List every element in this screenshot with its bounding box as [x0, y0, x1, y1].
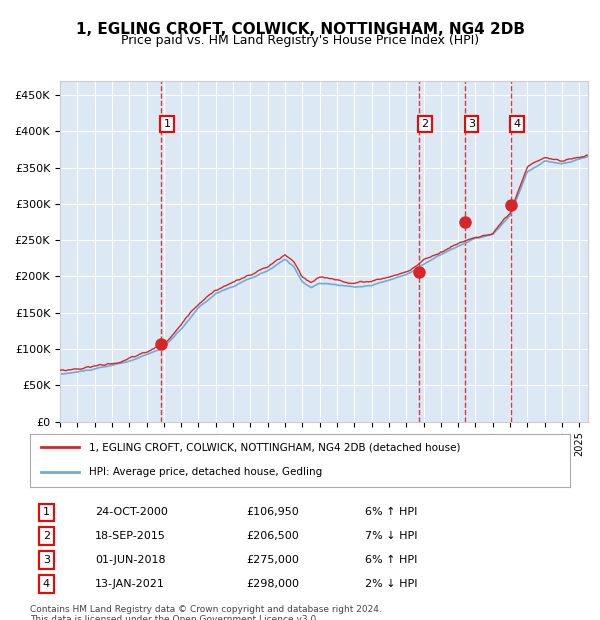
Text: HPI: Average price, detached house, Gedling: HPI: Average price, detached house, Gedl…	[89, 467, 323, 477]
Text: 4: 4	[514, 119, 521, 129]
Text: Price paid vs. HM Land Registry's House Price Index (HPI): Price paid vs. HM Land Registry's House …	[121, 34, 479, 47]
Text: 3: 3	[468, 119, 475, 129]
Text: 13-JAN-2021: 13-JAN-2021	[95, 579, 164, 589]
Text: 24-OCT-2000: 24-OCT-2000	[95, 507, 167, 518]
Text: 1, EGLING CROFT, COLWICK, NOTTINGHAM, NG4 2DB: 1, EGLING CROFT, COLWICK, NOTTINGHAM, NG…	[76, 22, 524, 37]
Text: 6% ↑ HPI: 6% ↑ HPI	[365, 507, 417, 518]
Text: 4: 4	[43, 579, 50, 589]
Text: £206,500: £206,500	[246, 531, 299, 541]
Text: 1: 1	[163, 119, 170, 129]
Text: £298,000: £298,000	[246, 579, 299, 589]
Text: 2% ↓ HPI: 2% ↓ HPI	[365, 579, 418, 589]
Text: 2: 2	[43, 531, 50, 541]
Text: 6% ↑ HPI: 6% ↑ HPI	[365, 555, 417, 565]
Text: £106,950: £106,950	[246, 507, 299, 518]
Text: 2: 2	[421, 119, 428, 129]
Text: 18-SEP-2015: 18-SEP-2015	[95, 531, 166, 541]
Text: 7% ↓ HPI: 7% ↓ HPI	[365, 531, 418, 541]
Text: £275,000: £275,000	[246, 555, 299, 565]
Text: Contains HM Land Registry data © Crown copyright and database right 2024.
This d: Contains HM Land Registry data © Crown c…	[30, 604, 382, 620]
Text: 1, EGLING CROFT, COLWICK, NOTTINGHAM, NG4 2DB (detached house): 1, EGLING CROFT, COLWICK, NOTTINGHAM, NG…	[89, 442, 461, 452]
Text: 01-JUN-2018: 01-JUN-2018	[95, 555, 166, 565]
Text: 3: 3	[43, 555, 50, 565]
Text: 1: 1	[43, 507, 50, 518]
